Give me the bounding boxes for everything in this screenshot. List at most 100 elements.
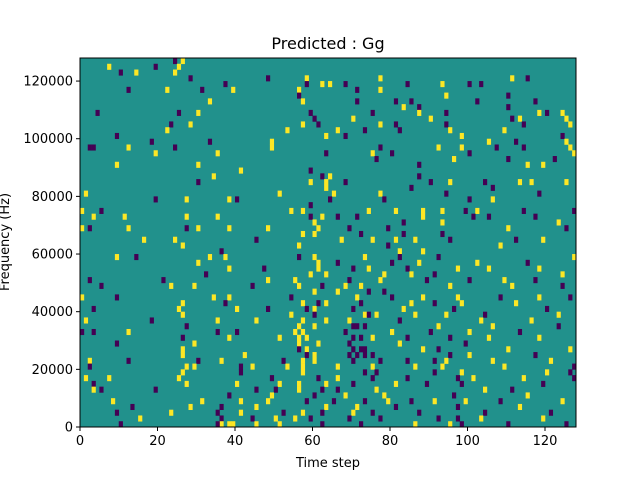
heatmap-cell-high xyxy=(312,352,317,359)
heatmap-cell-low xyxy=(355,323,360,330)
heatmap-cell-low xyxy=(304,352,309,359)
heatmap-cell-high xyxy=(196,161,201,168)
heatmap-cell-low xyxy=(281,357,286,364)
heatmap-cell-high xyxy=(173,236,178,243)
heatmap-cell-high xyxy=(537,109,542,116)
y-axis-label: Frequency (Hz) xyxy=(0,193,13,291)
heatmap-cell-low xyxy=(440,230,445,238)
heatmap-cell-high xyxy=(471,375,476,382)
heatmap-cell-low xyxy=(347,340,352,347)
heatmap-cell-high xyxy=(320,81,325,88)
heatmap-cell-low xyxy=(308,213,313,220)
heatmap-cell-high xyxy=(459,144,464,151)
heatmap-cell-high xyxy=(192,282,197,289)
heatmap-cell-high xyxy=(297,242,302,249)
heatmap-cell-low xyxy=(560,282,565,289)
heatmap-cell-low xyxy=(467,81,472,88)
heatmap-cell-high xyxy=(393,207,399,214)
y-axis: 0 20000 40000 60000 80000 100000 120000 xyxy=(23,75,80,436)
heatmap-cell-low xyxy=(351,346,356,353)
heatmap-cell-low xyxy=(533,213,538,220)
y-tick-label: 20000 xyxy=(32,363,73,378)
x-tick-label: 40 xyxy=(227,434,244,449)
heatmap-cell-low xyxy=(114,409,120,416)
heatmap-cell-low xyxy=(114,294,120,301)
heatmap-cell-high xyxy=(254,403,259,411)
heatmap-cell-high xyxy=(300,300,306,307)
heatmap-cell-high xyxy=(200,398,205,405)
heatmap-cell-high xyxy=(421,294,426,301)
heatmap-cell-low xyxy=(204,271,209,278)
heatmap-cell-low xyxy=(397,254,402,261)
heatmap-cell-high xyxy=(285,127,290,134)
heatmap-cell-high xyxy=(459,369,464,376)
heatmap-cell-low xyxy=(351,357,356,364)
heatmap-cell-low xyxy=(304,305,309,312)
heatmap-cell-low xyxy=(359,346,364,353)
heatmap-cell-low xyxy=(382,196,387,203)
heatmap-cell-high xyxy=(83,317,89,324)
heatmap-cell-low xyxy=(343,328,348,336)
heatmap-cell-high xyxy=(196,259,201,266)
heatmap-cell-high xyxy=(397,248,402,255)
heatmap-cell-low xyxy=(455,375,461,382)
heatmap-cell-high xyxy=(335,363,340,370)
heatmap-cell-high xyxy=(254,421,259,428)
heatmap-cell-low xyxy=(304,398,309,405)
heatmap-cell-high xyxy=(308,271,313,278)
heatmap-cell-low xyxy=(444,109,449,116)
heatmap-cell-high xyxy=(312,288,317,295)
heatmap-cell-low xyxy=(149,138,154,145)
heatmap-cell-low xyxy=(250,415,255,422)
heatmap-cell-high xyxy=(548,357,554,364)
heatmap-cell-low xyxy=(184,225,189,232)
heatmap-cell-high xyxy=(289,207,294,214)
heatmap-cell-high xyxy=(378,121,383,128)
heatmap-cell-low xyxy=(393,403,399,411)
heatmap-cell-high xyxy=(227,294,232,301)
heatmap-cell-high xyxy=(568,144,573,151)
heatmap-cell-high xyxy=(238,398,244,405)
heatmap-cell-high xyxy=(502,277,507,284)
heatmap-cell-high xyxy=(316,265,321,272)
heatmap-cell-high xyxy=(568,121,573,128)
heatmap-cell-low xyxy=(347,352,352,359)
heatmap-cell-high xyxy=(475,259,480,266)
heatmap-cell-low xyxy=(266,75,271,82)
heatmap-cell-high xyxy=(467,352,472,359)
heatmap-cell-high xyxy=(80,294,85,301)
heatmap-cell-low xyxy=(355,213,360,220)
heatmap-cell-low xyxy=(215,409,220,416)
heatmap-cell-high xyxy=(312,219,317,226)
heatmap-cell-low xyxy=(235,196,240,203)
heatmap-cell-high xyxy=(114,161,120,168)
heatmap-cell-high xyxy=(227,265,232,272)
heatmap-cell-high xyxy=(366,207,371,214)
x-tick-label: 80 xyxy=(382,434,399,449)
heatmap-cell-low xyxy=(521,121,526,128)
x-tick-label: 100 xyxy=(455,434,480,449)
heatmap-cell-low xyxy=(436,346,441,353)
heatmap-cell-high xyxy=(227,196,232,203)
plot-frame xyxy=(79,57,577,428)
heatmap-cell-low xyxy=(545,305,550,312)
heatmap-cell-low xyxy=(510,386,515,393)
heatmap-cell-high xyxy=(180,300,185,307)
heatmap-cell-high xyxy=(455,265,461,272)
heatmap-cell-low xyxy=(568,369,573,376)
heatmap-cell-high xyxy=(378,75,383,82)
heatmap-cell-low xyxy=(370,352,375,359)
heatmap-cell-low xyxy=(316,375,321,382)
heatmap-cell-low xyxy=(452,305,457,312)
heatmap-cell-high xyxy=(304,346,309,353)
heatmap-cell-high xyxy=(80,225,85,232)
heatmap-cell-high xyxy=(231,421,236,428)
heatmap-cell-low xyxy=(297,92,302,99)
heatmap-background xyxy=(80,58,576,427)
heatmap-cell-high xyxy=(393,380,399,387)
heatmap-cell-high xyxy=(169,409,174,416)
heatmap-cell-high xyxy=(293,328,298,336)
heatmap-cell-low xyxy=(176,109,182,116)
heatmap-cell-low xyxy=(351,265,356,272)
